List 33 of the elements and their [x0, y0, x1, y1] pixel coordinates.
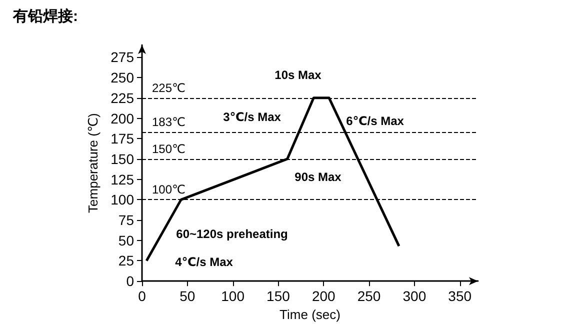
y-tick-label: 75 [118, 212, 134, 228]
x-tick-label: 350 [448, 288, 472, 304]
x-tick-label: 300 [402, 288, 426, 304]
annotation: 10s Max [274, 68, 322, 82]
annotation: 6℃/s Max [346, 114, 404, 128]
y-tick-label: 225 [110, 90, 134, 106]
x-tick-label: 250 [357, 288, 381, 304]
y-axis-title: Temperature (℃) [86, 113, 101, 213]
annotation: 60~120s preheating [176, 227, 288, 241]
ref-line-label: 100℃ [152, 182, 186, 197]
y-tick-label: 125 [110, 171, 134, 188]
y-tick-label: 275 [110, 49, 134, 66]
annotation: 3℃/s Max [223, 110, 282, 124]
y-tick-label: 175 [110, 130, 134, 147]
y-tick-label: 250 [110, 70, 134, 86]
ref-line-label: 225℃ [152, 80, 186, 95]
y-tick-label: 50 [118, 232, 134, 248]
x-tick-label: 150 [266, 288, 290, 304]
y-tick-label: 25 [118, 252, 134, 269]
annotation: 90s Max [294, 170, 342, 184]
x-tick-label: 200 [312, 288, 336, 304]
x-tick-label: 100 [221, 288, 245, 304]
y-tick-label: 200 [110, 110, 134, 126]
ref-line-label: 183℃ [152, 115, 186, 130]
ref-line-label: 150℃ [152, 142, 186, 156]
y-tick-label: 150 [110, 150, 134, 167]
annotation: 4℃/s Max [175, 255, 234, 269]
x-tick-label: 50 [180, 288, 196, 304]
x-axis-title: Time (sec) [280, 307, 340, 322]
y-tick-label: 0 [126, 273, 134, 290]
x-tick-label: 0 [138, 288, 146, 304]
y-tick-label: 100 [110, 192, 134, 208]
chart-title: 有铅焊接: [12, 8, 78, 25]
